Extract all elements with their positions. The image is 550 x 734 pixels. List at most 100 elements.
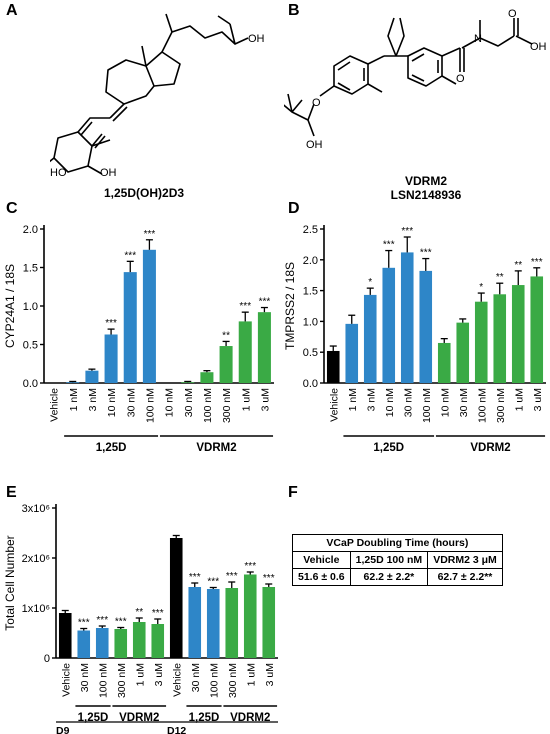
bar (345, 323, 359, 383)
y-tick-label: 2.0 (23, 224, 38, 236)
x-tick-label: 3 uM (532, 388, 544, 411)
x-tick-label: 30 nM (183, 388, 195, 417)
chart-cyp24a1: 0.0 0.5 1.0 1.5 2.0 CYP24A1 / 18S Vehicle 1 nM 3… (3, 224, 274, 454)
x-tick-label: 1 uM (245, 663, 257, 686)
group-label: VDRM2 (230, 712, 270, 724)
group-label: 1,25D (373, 442, 404, 454)
panel-letter-e: E (6, 484, 17, 501)
x-tick-label: 100 nM (208, 663, 220, 698)
significance-label: * (368, 277, 372, 288)
y-axis-label: TMPRSS2 / 18S (283, 262, 297, 350)
y-tick-label: 0.5 (303, 347, 318, 359)
significance-label: *** (244, 561, 256, 572)
bar (326, 350, 340, 383)
vdrm2-structure: O N O O OH OH (284, 8, 546, 151)
significance-label: *** (152, 608, 164, 619)
timepoint-label: D9 (56, 725, 70, 734)
significance-label: *** (239, 301, 251, 312)
y-tick-label: 1.0 (23, 301, 38, 313)
panel-letter-a: A (6, 2, 18, 19)
svg-text:HO: HO (50, 167, 67, 178)
panel-letter-b: B (288, 2, 300, 19)
bar (151, 624, 165, 658)
y-tick-label: 1.0 (303, 316, 318, 328)
svg-text:OH: OH (530, 41, 546, 53)
table-header: Vehicle (292, 551, 351, 569)
bar (262, 587, 276, 658)
bar (200, 372, 214, 383)
x-tick-label: 100 nM (202, 388, 214, 423)
significance-label: *** (531, 257, 543, 268)
panel-letter-d: D (288, 200, 300, 217)
significance-label: *** (207, 577, 219, 588)
bar (123, 272, 137, 383)
group-label: 1,25D (78, 712, 109, 724)
x-tick-label: 3 uM (153, 663, 165, 686)
significance-label: ** (135, 607, 143, 618)
x-tick-label: 3 nM (87, 388, 99, 411)
significance-label: *** (115, 617, 127, 628)
significance-label: * (479, 282, 483, 293)
bar (95, 628, 109, 658)
x-tick-label: 1 nM (68, 388, 80, 411)
table-header: 1,25D 100 nM (349, 551, 429, 569)
bar (530, 276, 544, 383)
svg-text:OH: OH (248, 33, 265, 45)
bar (243, 574, 257, 658)
bar (511, 285, 525, 383)
significance-label: ** (222, 330, 230, 341)
significance-label: *** (144, 229, 156, 240)
svg-text:O: O (456, 73, 465, 85)
timepoint-label: D12 (167, 725, 186, 734)
x-tick-label: 1 uM (240, 388, 252, 411)
significance-label: *** (401, 226, 413, 237)
y-tick-label: 0.0 (23, 378, 38, 390)
y-tick-label: 2x10⁶ (22, 553, 50, 565)
x-tick-label: 1 nM (347, 388, 359, 411)
x-tick-label: 10 nM (106, 388, 118, 417)
bar (456, 322, 470, 383)
y-tick-label: 0.5 (23, 340, 38, 352)
x-tick-label: 30 nM (402, 388, 414, 417)
bar (66, 382, 80, 383)
significance-label: *** (78, 618, 90, 629)
bar (114, 629, 128, 658)
bar (474, 301, 488, 383)
bar (58, 613, 72, 658)
bar (219, 346, 233, 383)
x-tick-label: 100 nM (144, 388, 156, 423)
y-axis-label: CYP24A1 / 18S (3, 264, 17, 348)
table-title: VCaP Doubling Time (hours) (292, 534, 503, 552)
significance-label: *** (420, 248, 432, 259)
group-label: 1,25D (189, 712, 220, 724)
significance-label: *** (259, 297, 271, 308)
bar (85, 370, 99, 383)
x-tick-label: 100 nM (97, 663, 109, 698)
bar (363, 294, 377, 383)
bar (206, 589, 220, 658)
bar (382, 267, 396, 383)
x-tick-label: Vehicle (171, 663, 183, 697)
y-tick-label: 3x10⁶ (22, 503, 50, 515)
molecule-a-label: 1,25D(OH)2D3 (104, 186, 185, 200)
table-cell: 51.6 ± 0.6 (292, 568, 351, 586)
molecule-b-name: VDRM2 (404, 174, 447, 188)
chart-total-cell-number: 0 1x10⁶ 2x10⁶ 3x10⁶ Total Cell Number Vehicle… (3, 503, 278, 734)
panel-letter-c: C (6, 200, 18, 217)
significance-label: ** (496, 272, 504, 283)
x-tick-label: 3 uM (264, 663, 276, 686)
table-cell: 62.7 ± 2.2** (427, 568, 503, 586)
group-label: 1,25D (96, 442, 127, 454)
significance-label: *** (383, 240, 395, 251)
panel-letter-f: F (288, 484, 298, 501)
significance-label: *** (105, 318, 117, 329)
y-tick-label: 2.5 (303, 224, 318, 236)
x-tick-label: 1 uM (513, 388, 525, 411)
y-axis-label: Total Cell Number (3, 535, 17, 630)
group-label: VDRM2 (196, 442, 236, 454)
molecule-b-id: LSN2148936 (390, 188, 462, 202)
x-tick-label: 100 nM (476, 388, 488, 423)
svg-text:N: N (474, 33, 482, 45)
x-tick-label: Vehicle (49, 388, 61, 422)
bar (181, 382, 195, 383)
